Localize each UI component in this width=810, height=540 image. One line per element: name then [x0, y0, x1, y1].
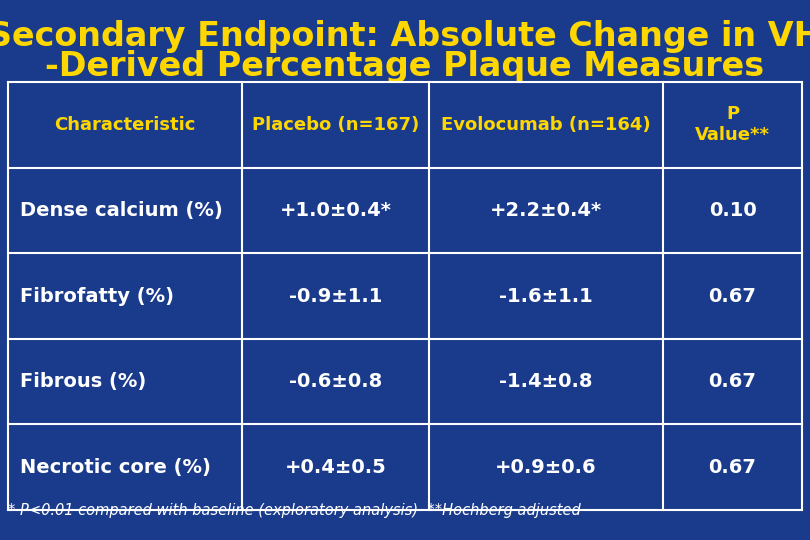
Text: Necrotic core (%): Necrotic core (%) [20, 458, 211, 477]
Text: -1.6±1.1: -1.6±1.1 [499, 287, 593, 306]
Text: * P<0.01 compared with baseline (exploratory analysis)  **Hochberg adjusted: * P<0.01 compared with baseline (explora… [8, 503, 581, 518]
Text: Secondary Endpoint: Absolute Change in VH: Secondary Endpoint: Absolute Change in V… [0, 20, 810, 53]
Text: +2.2±0.4*: +2.2±0.4* [490, 201, 602, 220]
Text: -0.6±0.8: -0.6±0.8 [289, 372, 382, 391]
Text: Evolocumab (n=164): Evolocumab (n=164) [441, 116, 650, 134]
Text: Fibrofatty (%): Fibrofatty (%) [20, 287, 174, 306]
Text: 0.10: 0.10 [709, 201, 757, 220]
Text: -Derived Percentage Plaque Measures: -Derived Percentage Plaque Measures [45, 50, 765, 83]
Text: Placebo (n=167): Placebo (n=167) [252, 116, 419, 134]
Bar [8, 253, 802, 339]
Text: +0.9±0.6: +0.9±0.6 [495, 458, 597, 477]
Text: Characteristic: Characteristic [54, 116, 196, 134]
Text: +1.0±0.4*: +1.0±0.4* [279, 201, 391, 220]
Text: 0.67: 0.67 [709, 372, 757, 391]
Bar [8, 82, 802, 167]
Bar [8, 167, 802, 253]
Text: +0.4±0.5: +0.4±0.5 [284, 458, 386, 477]
Text: P
Value**: P Value** [695, 105, 770, 144]
Text: -0.9±1.1: -0.9±1.1 [289, 287, 382, 306]
Bar [8, 339, 802, 424]
Text: Dense calcium (%): Dense calcium (%) [20, 201, 223, 220]
Text: 0.67: 0.67 [709, 287, 757, 306]
Text: -1.4±0.8: -1.4±0.8 [499, 372, 593, 391]
Bar [8, 424, 802, 510]
Text: 0.67: 0.67 [709, 458, 757, 477]
Text: Fibrous (%): Fibrous (%) [20, 372, 147, 391]
